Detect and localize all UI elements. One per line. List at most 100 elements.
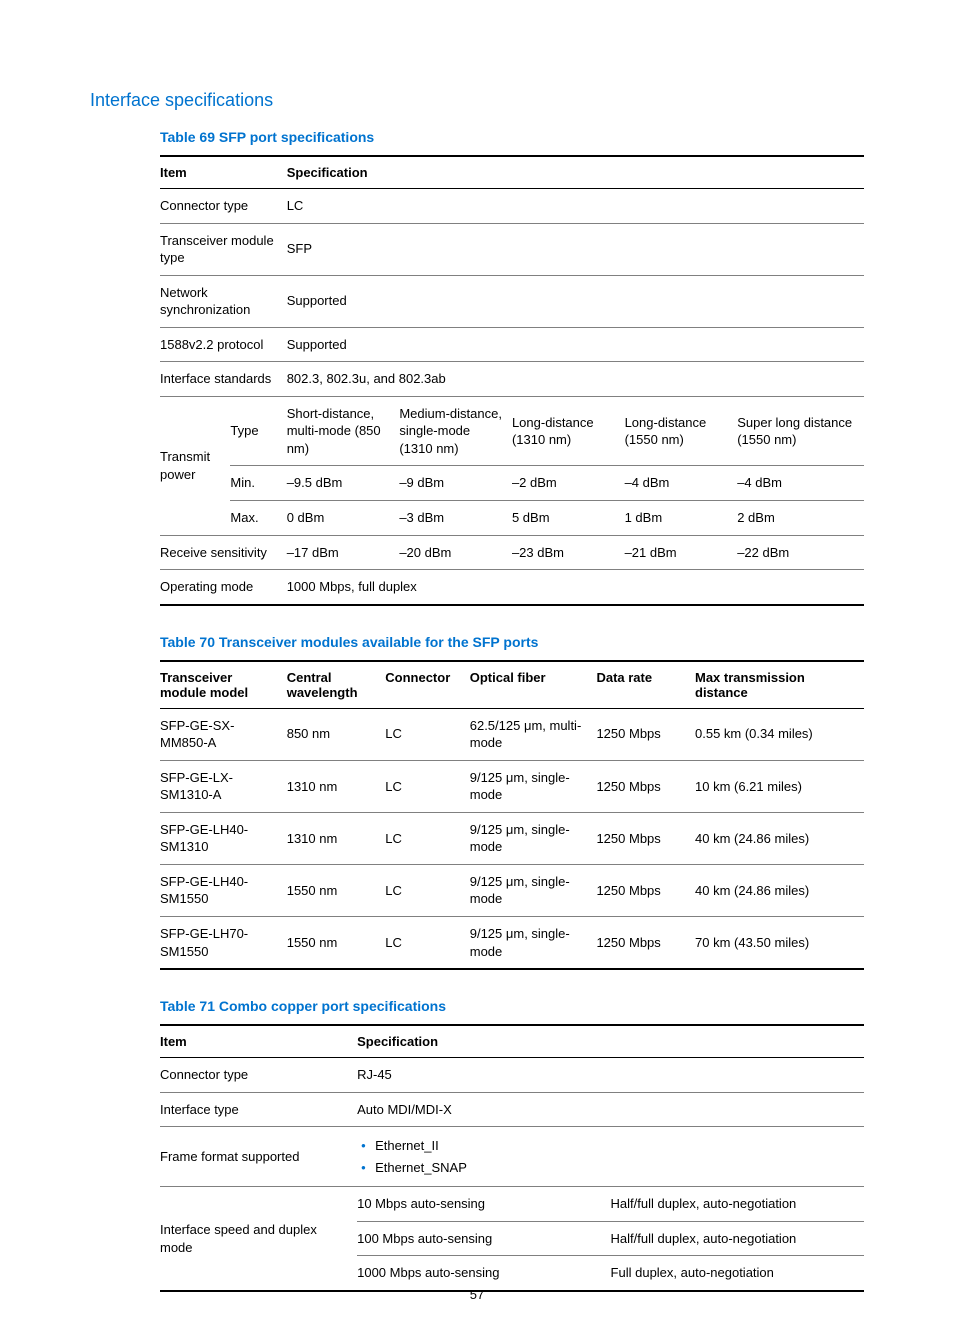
cell-spec: Supported	[287, 275, 864, 327]
cell-tx-min: –4 dBm	[625, 466, 738, 501]
cell-spec: SFP	[287, 223, 864, 275]
cell-model: SFP-GE-LH40-SM1310	[160, 812, 287, 864]
cell-connector: LC	[385, 864, 469, 916]
th-rate: Data rate	[596, 661, 695, 709]
cell-spec: LC	[287, 189, 864, 224]
cell-spec: 1000 Mbps, full duplex	[287, 570, 864, 605]
cell-tx-col: Long-distance (1550 nm)	[625, 396, 738, 466]
cell-speed: 1000 Mbps auto-sensing	[357, 1256, 610, 1291]
cell-spec: Supported	[287, 327, 864, 362]
cell-tx-type-label: Type	[230, 396, 286, 466]
table-row: SFP-GE-SX-MM850-A850 nmLC62.5/125 μm, mu…	[160, 708, 864, 760]
cell-connector: LC	[385, 708, 469, 760]
cell-tx-max: –3 dBm	[399, 501, 512, 536]
table-70-transceiver-modules: Transceiver module model Central wavelen…	[160, 660, 864, 970]
cell-rx-val: –21 dBm	[625, 535, 738, 570]
cell-rate: 1250 Mbps	[596, 760, 695, 812]
cell-connector: LC	[385, 760, 469, 812]
table-row: Connector type RJ-45	[160, 1058, 864, 1093]
cell-model: SFP-GE-LX-SM1310-A	[160, 760, 287, 812]
table-row: Transceiver module type SFP	[160, 223, 864, 275]
cell-tx-col: Short-distance, multi-mode (850 nm)	[287, 396, 400, 466]
cell-item: Connector type	[160, 1058, 357, 1093]
table-row: SFP-GE-LH70-SM15501550 nmLC9/125 μm, sin…	[160, 917, 864, 970]
table-row: Interface standards 802.3, 802.3u, and 8…	[160, 362, 864, 397]
cell-spec-bullets: Ethernet_II Ethernet_SNAP	[357, 1127, 864, 1187]
cell-wavelength: 1550 nm	[287, 864, 386, 916]
cell-rate: 1250 Mbps	[596, 864, 695, 916]
cell-rate: 1250 Mbps	[596, 708, 695, 760]
cell-distance: 40 km (24.86 miles)	[695, 812, 864, 864]
cell-item: Operating mode	[160, 570, 287, 605]
cell-wavelength: 850 nm	[287, 708, 386, 760]
cell-tx-min: –4 dBm	[737, 466, 864, 501]
table-row: SFP-GE-LX-SM1310-A1310 nmLC9/125 μm, sin…	[160, 760, 864, 812]
cell-item: Network synchronization	[160, 275, 287, 327]
table-row: Frame format supported Ethernet_II Ether…	[160, 1127, 864, 1187]
cell-fiber: 9/125 μm, single-mode	[470, 812, 597, 864]
cell-fiber: 62.5/125 μm, multi-mode	[470, 708, 597, 760]
cell-model: SFP-GE-LH40-SM1550	[160, 864, 287, 916]
cell-distance: 0.55 km (0.34 miles)	[695, 708, 864, 760]
th-spec: Specification	[287, 156, 864, 189]
th-distance: Max transmission distance	[695, 661, 864, 709]
cell-model: SFP-GE-LH70-SM1550	[160, 917, 287, 970]
th-item: Item	[160, 1025, 357, 1058]
table-row: SFP-GE-LH40-SM15501550 nmLC9/125 μm, sin…	[160, 864, 864, 916]
cell-item: Connector type	[160, 189, 287, 224]
cell-rx-label: Receive sensitivity	[160, 535, 287, 570]
cell-tx-min: –9.5 dBm	[287, 466, 400, 501]
cell-mode: Full duplex, auto-negotiation	[611, 1256, 864, 1291]
section-heading-interface-specs: Interface specifications	[90, 90, 864, 111]
cell-rx-val: –20 dBm	[399, 535, 512, 570]
cell-item: Interface standards	[160, 362, 287, 397]
table-row-rx-sens: Receive sensitivity –17 dBm –20 dBm –23 …	[160, 535, 864, 570]
cell-tx-min: –2 dBm	[512, 466, 625, 501]
cell-spec: RJ-45	[357, 1058, 864, 1093]
table-69-sfp-port-specs: Item Specification Connector type LC Tra…	[160, 155, 864, 606]
cell-item: Interface speed and duplex mode	[160, 1187, 357, 1291]
th-spec: Specification	[357, 1025, 864, 1058]
cell-fiber: 9/125 μm, single-mode	[470, 917, 597, 970]
bullet-item: Ethernet_SNAP	[375, 1157, 858, 1179]
cell-connector: LC	[385, 812, 469, 864]
cell-tx-label: Transmit power	[160, 396, 230, 535]
cell-item: Frame format supported	[160, 1127, 357, 1187]
cell-rx-val: –23 dBm	[512, 535, 625, 570]
th-connector: Connector	[385, 661, 469, 709]
cell-mode: Half/full duplex, auto-negotiation	[611, 1187, 864, 1222]
cell-model: SFP-GE-SX-MM850-A	[160, 708, 287, 760]
cell-tx-max: 1 dBm	[625, 501, 738, 536]
cell-distance: 70 km (43.50 miles)	[695, 917, 864, 970]
cell-tx-max: 2 dBm	[737, 501, 864, 536]
cell-tx-col: Medium-distance, single-mode (1310 nm)	[399, 396, 512, 466]
table-row: Connector type LC	[160, 189, 864, 224]
cell-tx-max: 0 dBm	[287, 501, 400, 536]
th-fiber: Optical fiber	[470, 661, 597, 709]
cell-wavelength: 1310 nm	[287, 760, 386, 812]
table-row: Network synchronization Supported	[160, 275, 864, 327]
table-row-tx-min: Min. –9.5 dBm –9 dBm –2 dBm –4 dBm –4 dB…	[160, 466, 864, 501]
cell-tx-col: Super long distance (1550 nm)	[737, 396, 864, 466]
cell-item: Interface type	[160, 1092, 357, 1127]
table-row-tx-max: Max. 0 dBm –3 dBm 5 dBm 1 dBm 2 dBm	[160, 501, 864, 536]
cell-connector: LC	[385, 917, 469, 970]
page-number: 57	[0, 1287, 954, 1302]
th-wavelength: Central wavelength	[287, 661, 386, 709]
cell-wavelength: 1310 nm	[287, 812, 386, 864]
cell-distance: 10 km (6.21 miles)	[695, 760, 864, 812]
cell-mode: Half/full duplex, auto-negotiation	[611, 1221, 864, 1256]
cell-item: 1588v2.2 protocol	[160, 327, 287, 362]
table-row: Interface type Auto MDI/MDI-X	[160, 1092, 864, 1127]
table-row: 1588v2.2 protocol Supported	[160, 327, 864, 362]
table-71-combo-copper-port: Item Specification Connector type RJ-45 …	[160, 1024, 864, 1292]
cell-rx-val: –17 dBm	[287, 535, 400, 570]
cell-tx-max-label: Max.	[230, 501, 286, 536]
cell-spec: 802.3, 802.3u, and 802.3ab	[287, 362, 864, 397]
table-row: SFP-GE-LH40-SM13101310 nmLC9/125 μm, sin…	[160, 812, 864, 864]
cell-rx-val: –22 dBm	[737, 535, 864, 570]
table-row-tx-type: Transmit power Type Short-distance, mult…	[160, 396, 864, 466]
cell-spec: Auto MDI/MDI-X	[357, 1092, 864, 1127]
table-71-caption: Table 71 Combo copper port specification…	[160, 998, 864, 1014]
th-model: Transceiver module model	[160, 661, 287, 709]
